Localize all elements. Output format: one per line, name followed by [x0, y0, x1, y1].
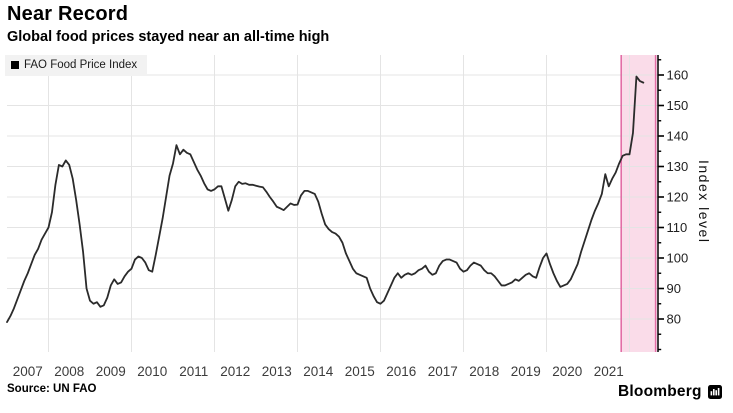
page-title: Near Record [7, 3, 129, 25]
x-year-label: 2017 [428, 364, 458, 379]
x-year-label: 2014 [303, 364, 334, 379]
price-line [6, 75, 645, 323]
x-year-label: 2021 [594, 364, 624, 379]
x-year-label: 2007 [13, 364, 43, 379]
bloomberg-bars-icon [707, 385, 722, 399]
x-year-label: 2013 [262, 364, 292, 379]
x-year-label: 2019 [511, 364, 541, 379]
y-tick-label: 130 [667, 159, 689, 174]
y-tick-label: 90 [667, 281, 681, 296]
chart-legend: FAO Food Price Index [5, 55, 148, 76]
x-year-label: 2011 [179, 364, 208, 379]
x-year-label: 2012 [220, 364, 250, 379]
legend-label: FAO Food Price Index [24, 59, 138, 71]
legend-square-icon [11, 61, 19, 69]
y-tick-label: 160 [667, 68, 689, 83]
y-tick-label: 80 [667, 312, 681, 327]
x-year-label: 2020 [552, 364, 582, 379]
y-tick-label: 110 [667, 220, 688, 235]
x-year-label: 2018 [469, 364, 499, 379]
source-note: Source: UN FAO [7, 383, 97, 395]
highlight-band [621, 55, 656, 352]
y-tick-label: 140 [667, 129, 689, 144]
x-year-label: 2010 [137, 364, 167, 379]
x-year-label: 2015 [345, 364, 375, 379]
y-tick-label: 100 [667, 251, 689, 266]
bloomberg-logo: Bloomberg [618, 383, 722, 401]
x-year-label: 2009 [96, 364, 126, 379]
x-year-label: 2008 [54, 364, 84, 379]
chart-subtitle: Global food prices stayed near an all-ti… [7, 29, 330, 45]
x-year-label: 2016 [386, 364, 416, 379]
bloomberg-wordmark: Bloomberg [618, 383, 702, 400]
y-axis-title: Index level [696, 160, 712, 244]
y-tick-label: 150 [667, 98, 689, 113]
y-tick-label: 120 [667, 190, 689, 205]
